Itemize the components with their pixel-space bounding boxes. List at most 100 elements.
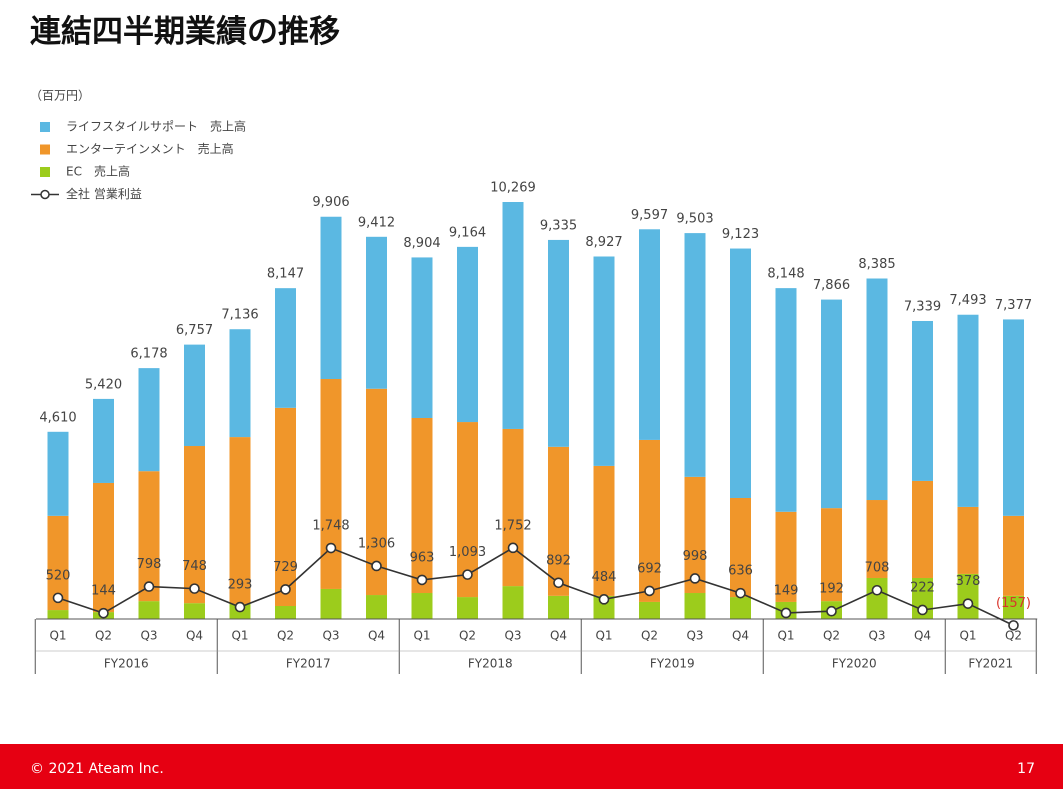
line-marker bbox=[826, 605, 837, 617]
bar-segment bbox=[411, 257, 433, 418]
bar-segment bbox=[93, 482, 114, 613]
x-tick-label: Q4 bbox=[550, 629, 567, 643]
bar-segment bbox=[775, 288, 797, 512]
total-label: 9,335 bbox=[540, 218, 577, 233]
line-marker bbox=[416, 574, 428, 586]
total-label: 7,377 bbox=[995, 298, 1032, 313]
bar-segment bbox=[457, 422, 478, 598]
x-tick-label: Q1 bbox=[231, 629, 248, 643]
bar-segment bbox=[1003, 319, 1024, 516]
line-marker bbox=[143, 581, 155, 592]
x-tick-label: Q1 bbox=[49, 629, 66, 643]
bar-segment bbox=[639, 439, 660, 602]
x-tick-label: Q2 bbox=[823, 629, 840, 643]
line-marker bbox=[917, 604, 928, 616]
total-label: 8,385 bbox=[858, 257, 895, 272]
x-tick-label: Q4 bbox=[732, 629, 749, 643]
bar-segment bbox=[593, 595, 615, 619]
x-tick-label: Q2 bbox=[277, 629, 294, 643]
line-value-label: 729 bbox=[273, 560, 298, 575]
bar-segment bbox=[866, 577, 888, 619]
bar-segment bbox=[47, 610, 69, 619]
bar-segment bbox=[866, 278, 888, 501]
page-number: 17 bbox=[1017, 761, 1035, 777]
line-value-label: 798 bbox=[137, 557, 162, 572]
line-value-label: 222 bbox=[910, 580, 935, 595]
bar-segment bbox=[730, 597, 751, 619]
line-value-label: 144 bbox=[91, 584, 116, 599]
line-value-label: 1,748 bbox=[312, 519, 349, 534]
bar-segment bbox=[229, 329, 251, 438]
bar-segment bbox=[775, 511, 797, 602]
bar-segment bbox=[548, 595, 569, 619]
legend-swatch bbox=[40, 144, 50, 155]
x-tick-label: Q4 bbox=[186, 629, 203, 643]
line-marker bbox=[689, 573, 701, 584]
legend-label: EC 売上高 bbox=[66, 164, 130, 179]
bar-segment bbox=[502, 428, 524, 587]
x-tick-label: Q3 bbox=[504, 629, 521, 643]
line-value-label: 998 bbox=[683, 549, 708, 564]
total-label: 7,136 bbox=[221, 308, 258, 323]
legend-label: 全社 営業利益 bbox=[66, 186, 142, 201]
x-tick-label: Q4 bbox=[368, 629, 385, 643]
line-value-label: 1,093 bbox=[449, 545, 486, 560]
bar-segment bbox=[47, 431, 69, 516]
group-label: FY2019 bbox=[650, 657, 695, 671]
line-marker bbox=[644, 585, 655, 597]
group-label: FY2016 bbox=[104, 657, 149, 671]
bar-segment bbox=[957, 573, 979, 619]
bar-segment bbox=[593, 256, 615, 466]
bar-segment bbox=[957, 314, 979, 507]
bar-segment bbox=[866, 500, 888, 578]
unit-label: （百万円） bbox=[30, 89, 90, 103]
x-tick-label: Q2 bbox=[1005, 629, 1022, 643]
legend-marker bbox=[40, 189, 50, 200]
bar-segment bbox=[1003, 595, 1024, 619]
bar-segment bbox=[548, 239, 569, 447]
bar-segment bbox=[593, 465, 615, 596]
x-tick-label: Q2 bbox=[459, 629, 476, 643]
bar-segment bbox=[912, 480, 933, 578]
bar-segment bbox=[684, 233, 706, 477]
line-marker bbox=[507, 542, 519, 554]
group-label: FY2017 bbox=[286, 657, 331, 671]
bar-segment bbox=[184, 446, 205, 604]
total-label: 7,866 bbox=[813, 278, 850, 293]
line-value-label: 378 bbox=[956, 574, 981, 589]
x-tick-label: Q1 bbox=[595, 629, 612, 643]
x-tick-label: Q3 bbox=[322, 629, 339, 643]
line-marker bbox=[462, 569, 473, 580]
bar-segment bbox=[366, 236, 387, 389]
total-label: 4,610 bbox=[39, 410, 76, 425]
bar-segment bbox=[366, 595, 387, 619]
bar-segment bbox=[138, 601, 160, 619]
bar-segment bbox=[93, 398, 114, 483]
bar-segment bbox=[957, 506, 979, 574]
bar-segment bbox=[275, 407, 296, 607]
line-marker bbox=[598, 594, 610, 605]
x-tick-label: Q1 bbox=[413, 629, 430, 643]
x-tick-label: Q3 bbox=[140, 629, 157, 643]
total-label: 7,493 bbox=[949, 293, 986, 308]
total-label: 8,927 bbox=[585, 235, 622, 250]
line-marker bbox=[962, 598, 974, 609]
total-label: 9,123 bbox=[722, 227, 759, 242]
line-value-label: 963 bbox=[410, 550, 435, 565]
total-label: 6,757 bbox=[176, 323, 213, 338]
line-marker bbox=[189, 583, 200, 594]
bar-segment bbox=[639, 601, 660, 619]
line-marker bbox=[280, 584, 291, 595]
bar-segment bbox=[684, 593, 706, 619]
line-value-label: 692 bbox=[637, 561, 662, 576]
bar-segment bbox=[275, 288, 296, 408]
x-tick-label: Q3 bbox=[868, 629, 885, 643]
line-value-label: 748 bbox=[182, 559, 207, 574]
total-label: 5,420 bbox=[85, 377, 122, 392]
x-tick-label: Q3 bbox=[686, 629, 703, 643]
x-tick-label: Q1 bbox=[777, 629, 794, 643]
bar-segment bbox=[821, 299, 842, 509]
total-label: 8,904 bbox=[403, 236, 440, 251]
bar-segment bbox=[821, 508, 842, 602]
chart-title: 連結四半期業績の推移 bbox=[30, 14, 340, 50]
